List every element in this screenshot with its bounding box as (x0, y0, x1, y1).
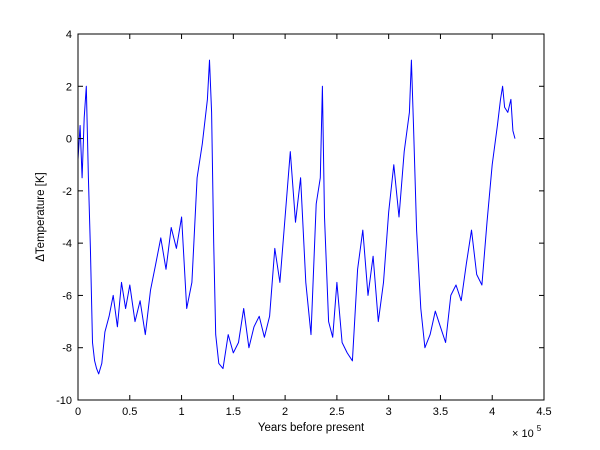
x-tick-label: 1 (178, 406, 184, 418)
x-tick-label: 3.5 (433, 406, 448, 418)
y-axis-label: ΔTemperature [K] (35, 172, 47, 262)
x-tick-label: 4 (489, 406, 495, 418)
y-tick-label: 4 (66, 29, 72, 41)
plot-frame (77, 33, 545, 401)
x-tick-label: 0.5 (122, 406, 137, 418)
y-tick-label: 0 (66, 134, 72, 146)
x-multiplier-label: × 10 5 (512, 424, 542, 440)
y-tick-label: -4 (62, 238, 72, 250)
y-tick-label: -10 (56, 395, 72, 407)
x-tick-label: 0 (75, 406, 81, 418)
x-tick-label: 2 (282, 406, 288, 418)
x-tick-label: 4.5 (536, 406, 551, 418)
y-tick-label: -6 (62, 290, 72, 302)
y-tick-label: 2 (66, 81, 72, 93)
ticks-layer: 0 0.5 1 1.5 2 2.5 3 3.5 4 4.5 -10 -8 -6 -4 -2 0 2 4 (56, 29, 552, 418)
plot-area (78, 34, 544, 400)
x-multiplier-base: × 10 (512, 428, 534, 440)
temperature-series-line (77, 59, 516, 375)
series-layer (77, 59, 516, 375)
x-tick-label: 1.5 (226, 406, 241, 418)
x-axis-label: Years before present (258, 422, 365, 434)
y-tick-label: -8 (62, 343, 72, 355)
x-multiplier-exponent: 5 (537, 424, 542, 433)
y-tick-label: -2 (62, 186, 72, 198)
x-tick-label: 3 (386, 406, 392, 418)
x-tick-label: 2.5 (329, 406, 344, 418)
